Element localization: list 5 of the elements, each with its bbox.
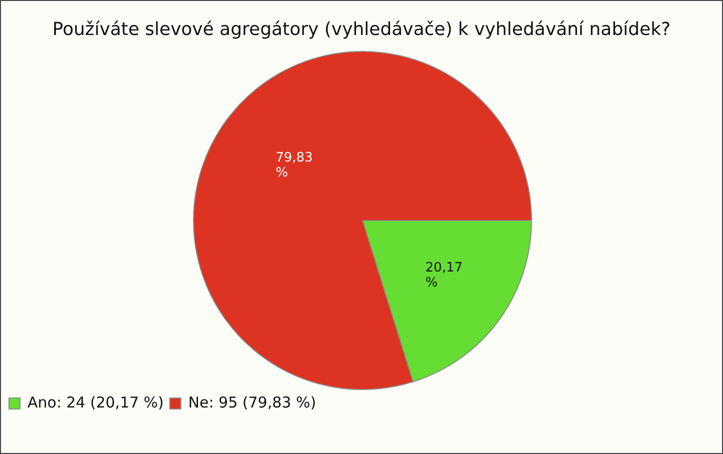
- data-label: 20,17 %: [425, 260, 463, 290]
- data-label: 79,83 %: [276, 150, 313, 180]
- legend-label: Ne: 95 (79,83 %): [188, 393, 316, 412]
- legend-label: Ano: 24 (20,17 %): [28, 393, 164, 412]
- chart-title: Používáte slevové agregátory (vyhledávače) k vyhledávání nabídek?: [51, 19, 672, 40]
